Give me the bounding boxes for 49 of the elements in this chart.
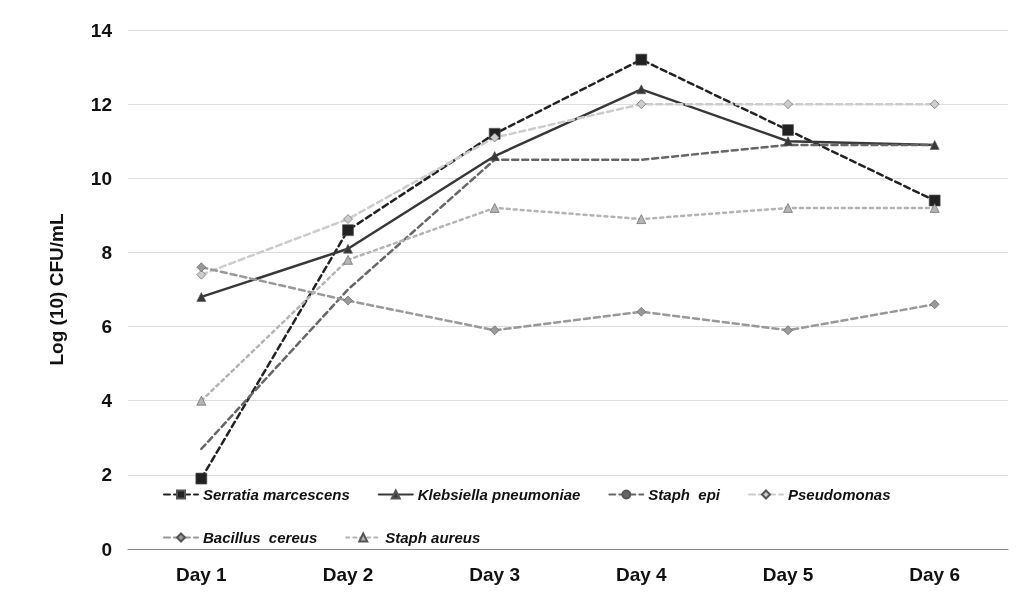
x-tick-label: Day 6 bbox=[909, 564, 961, 585]
y-tick-label: 12 bbox=[90, 93, 112, 115]
legend-label: Bacillus cereus bbox=[203, 529, 318, 546]
point bbox=[636, 306, 647, 317]
point bbox=[343, 214, 353, 224]
legend-label: Staph aureus bbox=[385, 529, 481, 546]
point bbox=[929, 99, 940, 109]
y-tick-label: 4 bbox=[101, 390, 113, 412]
legend-label: Pseudomonas bbox=[787, 486, 891, 503]
y-tick-label: 2 bbox=[101, 464, 112, 486]
point bbox=[783, 136, 793, 147]
y-tick-label: 6 bbox=[101, 316, 112, 338]
y-tick-label: 0 bbox=[101, 538, 112, 560]
y-tick-label: 14 bbox=[90, 19, 113, 41]
point bbox=[196, 262, 207, 273]
point bbox=[928, 194, 941, 207]
point bbox=[343, 243, 353, 254]
point bbox=[929, 299, 940, 310]
point bbox=[489, 325, 500, 336]
point bbox=[489, 203, 500, 213]
x-tick-label: Day 1 bbox=[175, 564, 228, 585]
point bbox=[783, 325, 793, 336]
point bbox=[342, 224, 354, 236]
point bbox=[343, 255, 353, 265]
point bbox=[489, 132, 500, 143]
point bbox=[196, 292, 207, 302]
point bbox=[783, 99, 793, 109]
point bbox=[782, 124, 794, 136]
point bbox=[929, 203, 940, 213]
point bbox=[636, 99, 647, 109]
x-tick-label: Day 4 bbox=[615, 564, 668, 585]
point bbox=[636, 214, 647, 224]
x-tick-label: Day 3 bbox=[469, 564, 521, 585]
point bbox=[929, 140, 940, 150]
y-axis-title: Log (10) CFU/mL bbox=[46, 213, 67, 366]
y-tick-label: 8 bbox=[101, 241, 112, 263]
point bbox=[783, 203, 793, 213]
point bbox=[343, 295, 353, 306]
point bbox=[196, 395, 207, 406]
x-tick-label: Day 5 bbox=[762, 564, 814, 585]
legend-label: Klebsiella pneumoniae bbox=[417, 486, 581, 503]
legend-label: Serratia marcescens bbox=[203, 486, 350, 503]
legend-label: Staph epi bbox=[648, 486, 721, 503]
point bbox=[636, 84, 647, 95]
point bbox=[489, 151, 500, 161]
x-tick-label: Day 2 bbox=[322, 564, 374, 585]
point bbox=[195, 472, 208, 485]
y-tick-label: 10 bbox=[90, 167, 112, 189]
point bbox=[635, 53, 648, 66]
